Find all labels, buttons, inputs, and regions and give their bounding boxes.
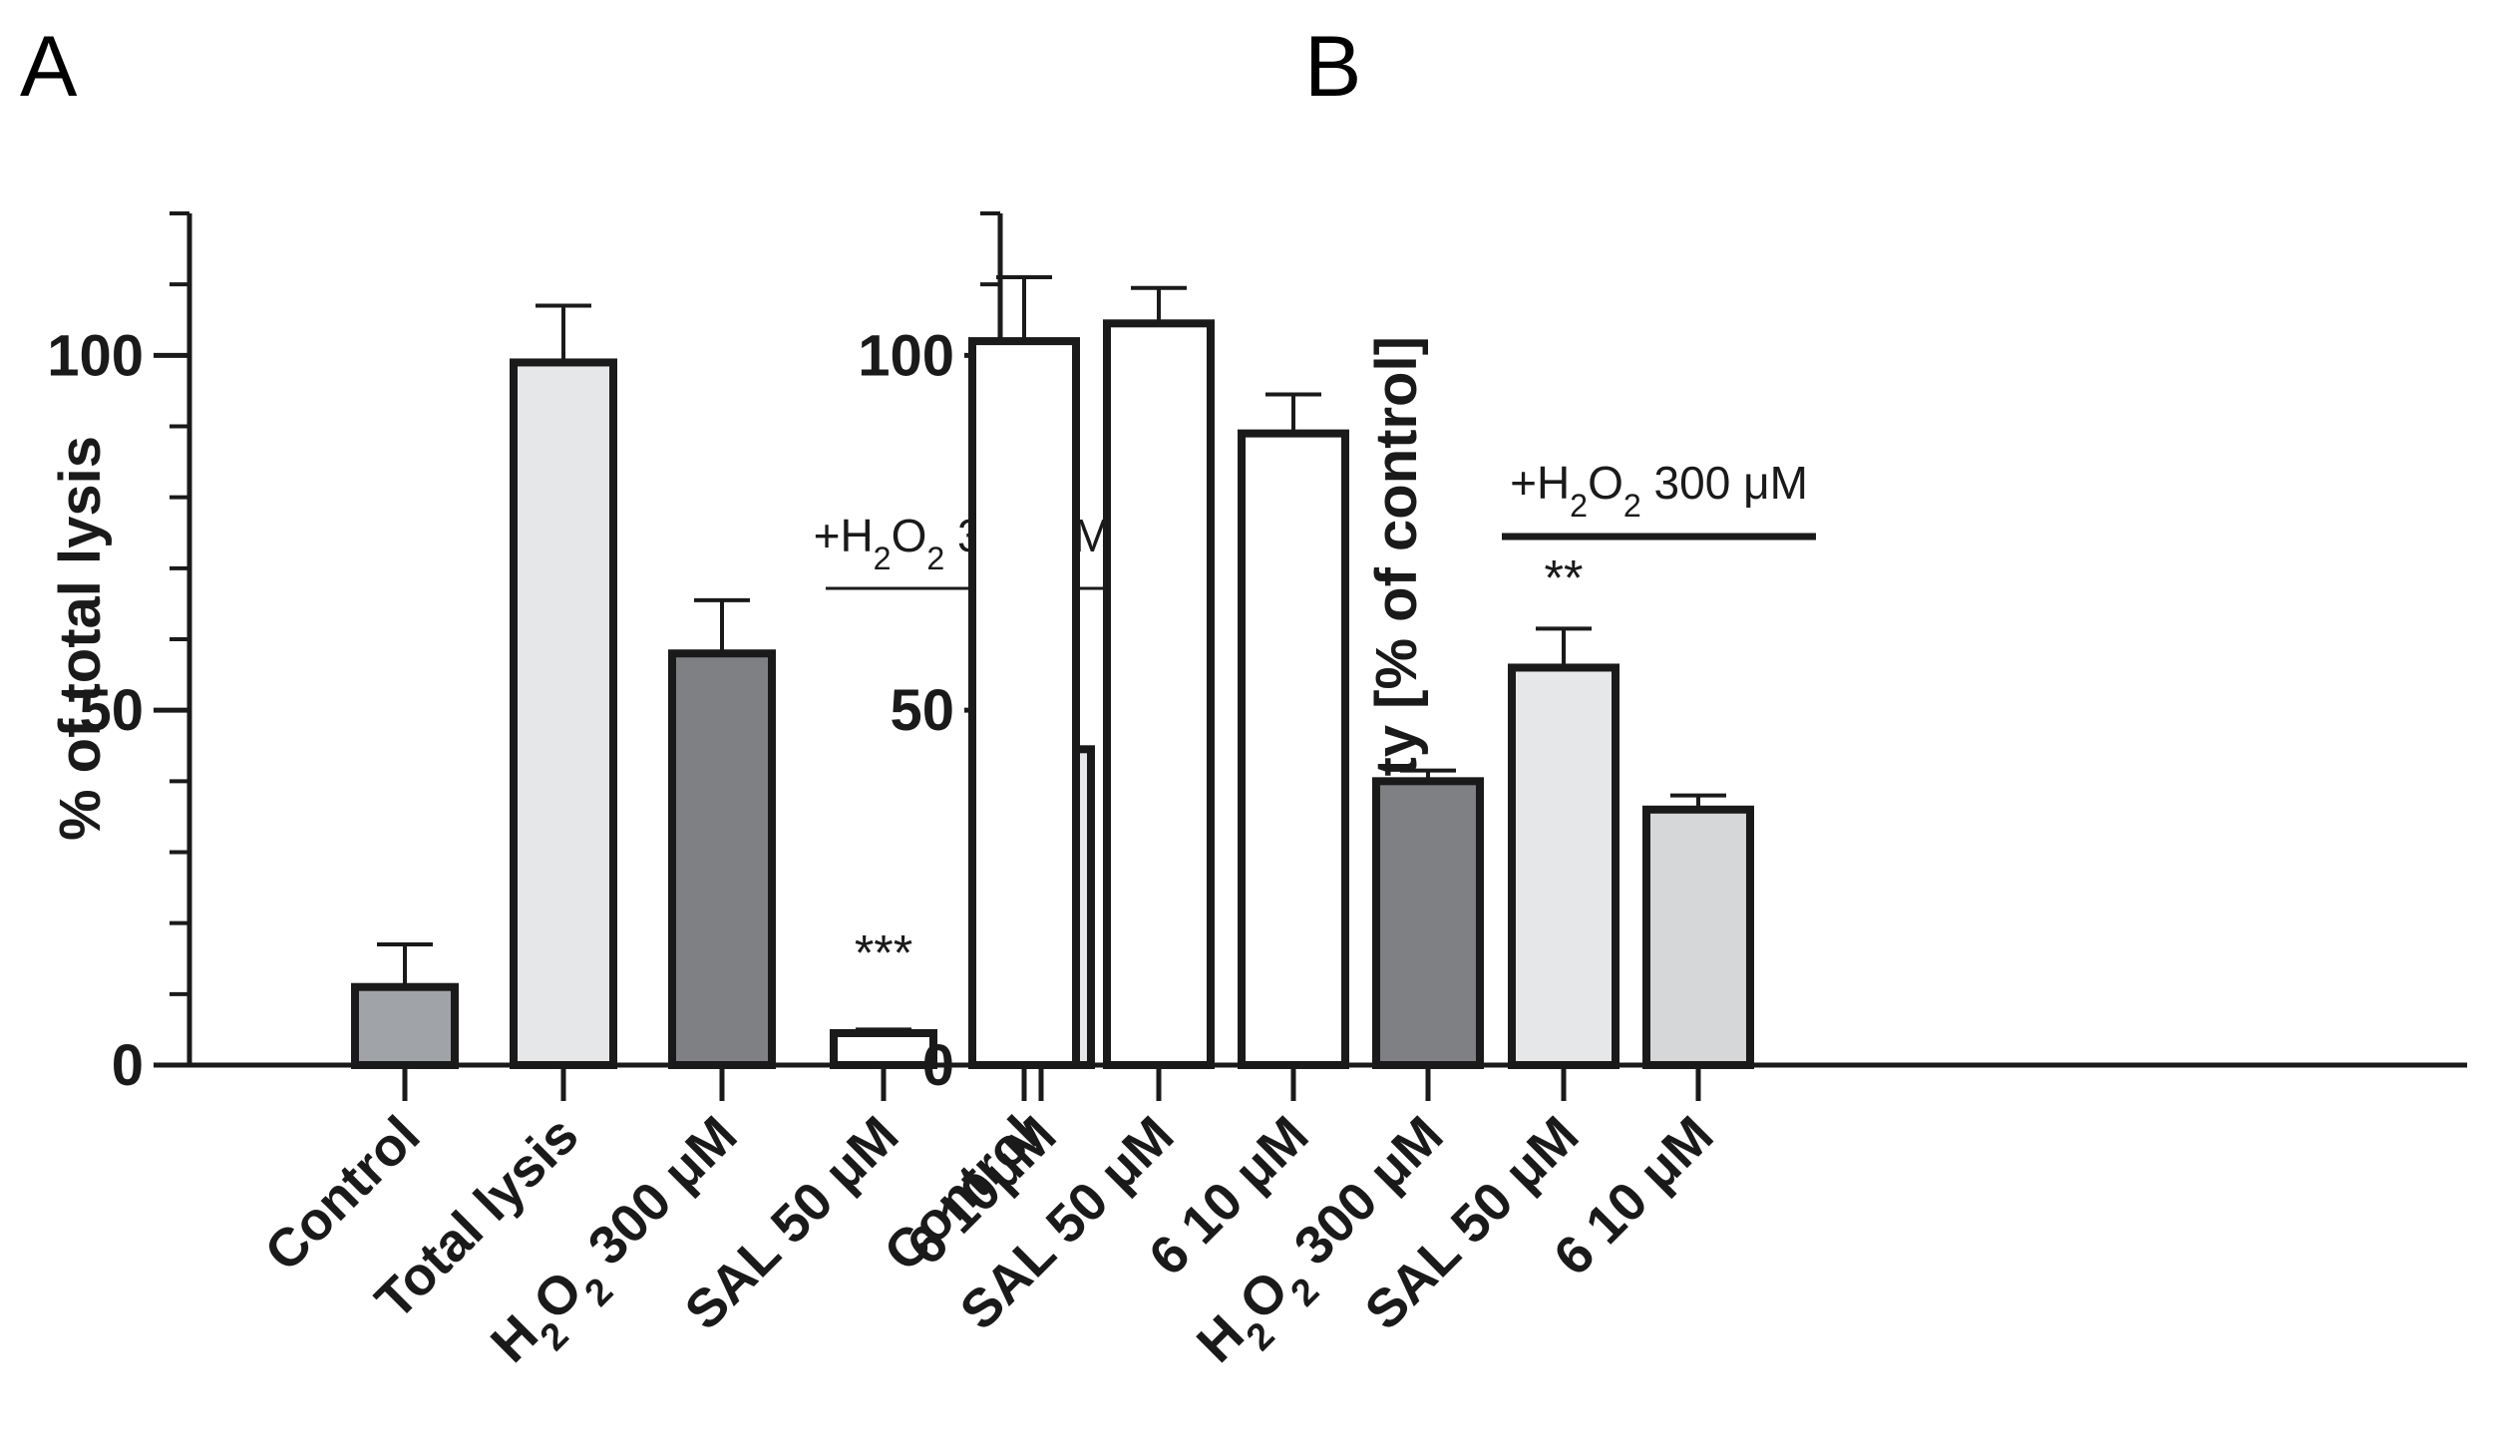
panel-b: B viability [% of control] 050100Control… [858, 19, 2467, 1374]
panel-b-bar [1508, 663, 1620, 1069]
panel-a-y-tick-label: 50 [79, 678, 144, 743]
panel-b-category-label-part: O [1228, 1260, 1299, 1331]
panel-a-bar [668, 649, 776, 1069]
panel-a-y-tick-label: 0 [112, 1033, 144, 1098]
panel-b-y-tick-label: 100 [858, 323, 954, 388]
panel-b-bar [1238, 429, 1349, 1070]
panel-b-treatment-label-part: +H [1510, 457, 1570, 509]
panel-a-significance-marker: *** [855, 924, 912, 980]
panel-b-treatment-label: +H2O2 300 μM [1510, 457, 1808, 524]
panel-b-y-tick-label: 50 [890, 678, 954, 743]
panel-letter-b: B [1304, 19, 1361, 115]
panel-b-treatment-label-part: O [1588, 457, 1623, 509]
panel-b-category-label-part: H [1186, 1304, 1256, 1374]
panel-a-y-tick-label: 100 [47, 323, 144, 388]
panel-a-treatment-label-subscript: 2 [926, 541, 944, 576]
panel-b-bar [1372, 777, 1484, 1069]
panel-a-category-label-part: O [522, 1260, 593, 1331]
panel-letter-a: A [20, 19, 78, 115]
panel-a-treatment-label-part: +H [814, 510, 874, 561]
panel-b-y-tick-label: 0 [922, 1033, 954, 1098]
panel-b-bar [968, 337, 1080, 1070]
panel-b-bar [1642, 805, 1754, 1069]
panel-a-y-axis-label: % of total lysis [48, 436, 113, 841]
panel-a-bar [830, 1028, 937, 1069]
panel-b-treatment-label-subscript: 2 [1570, 488, 1588, 524]
panel-a-bar [510, 358, 617, 1069]
panel-a-treatment-label-subscript: 2 [874, 541, 892, 576]
panel-a-treatment-label-part: O [892, 510, 927, 561]
panel-b-bar [1103, 319, 1215, 1069]
panel-b-significance-marker: ** [1545, 549, 1584, 605]
panel-b-treatment-label-part: 300 μM [1641, 457, 1808, 509]
panel-a-bar [351, 982, 459, 1070]
panel-b-treatment-label-subscript: 2 [1623, 488, 1641, 524]
panel-a-category-label-part: H [480, 1304, 549, 1374]
